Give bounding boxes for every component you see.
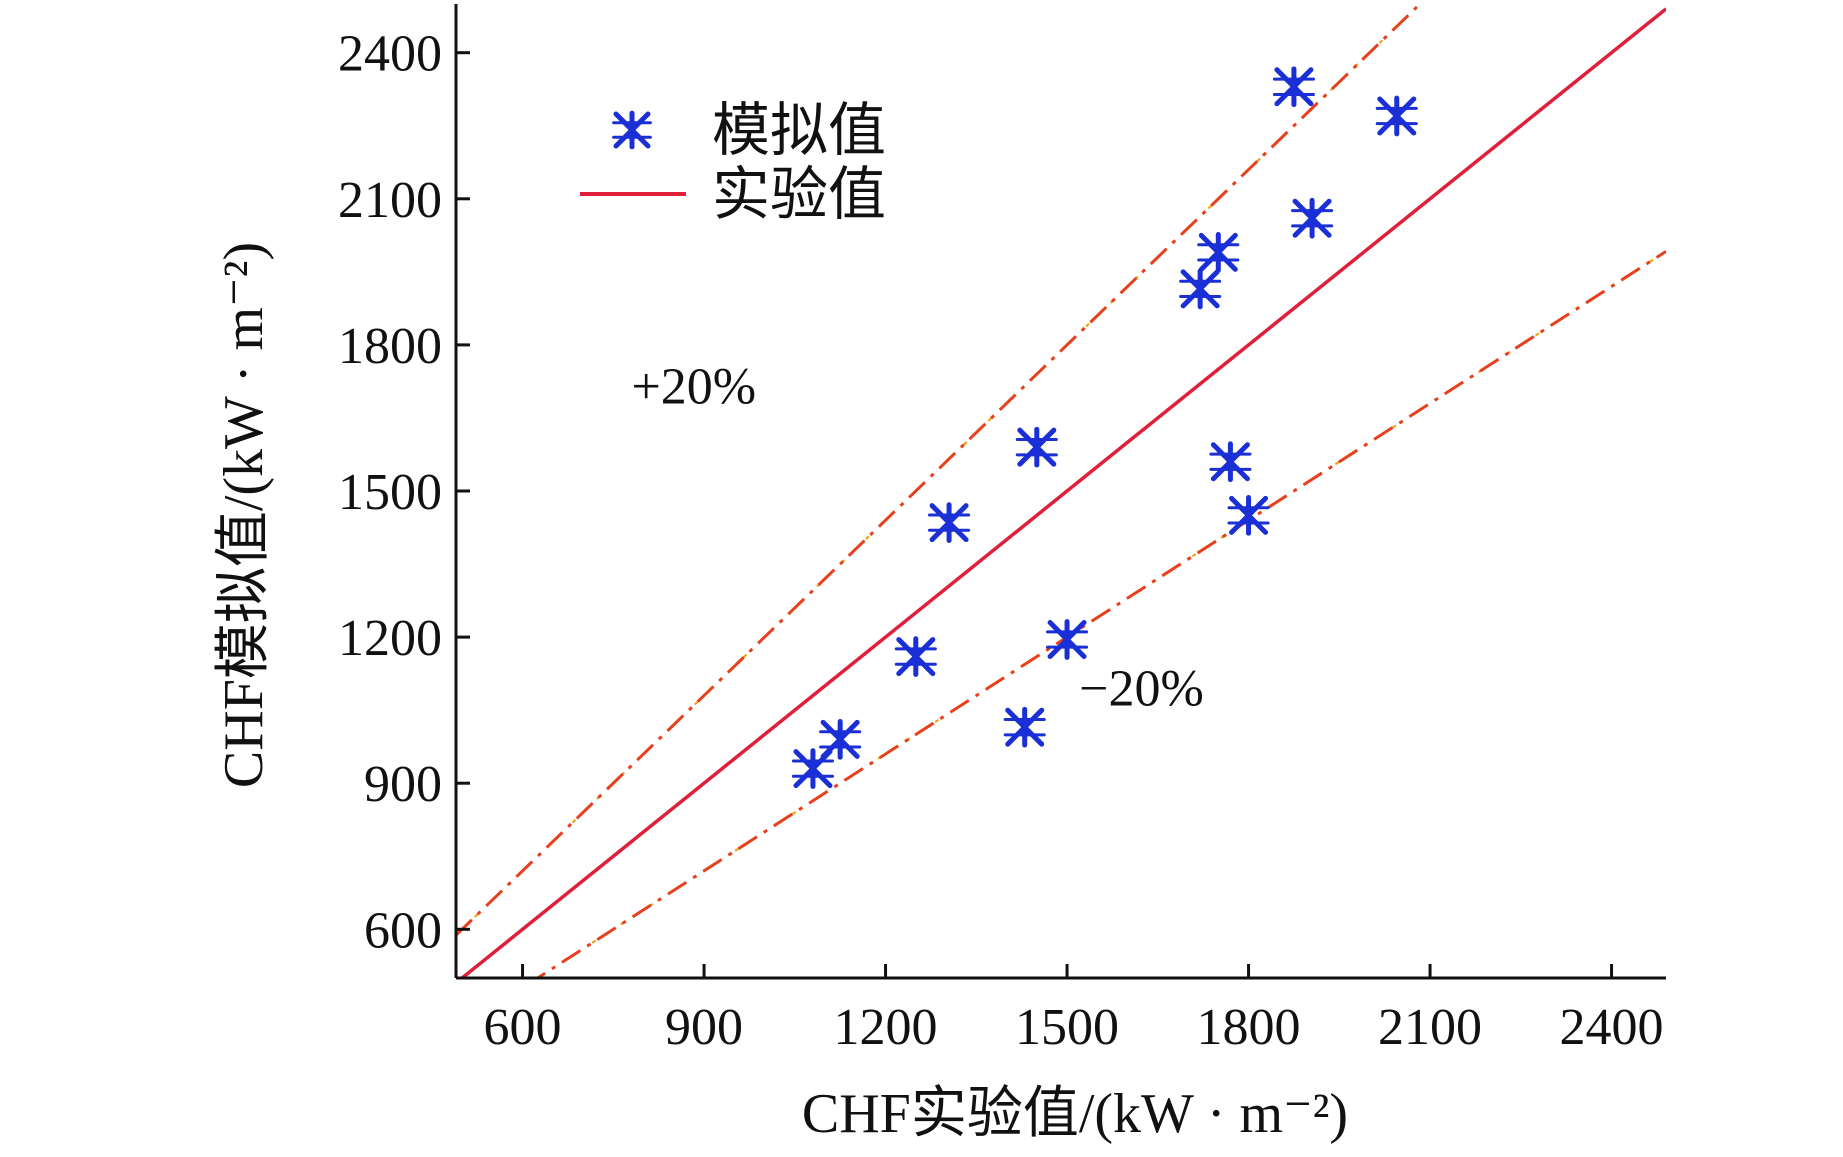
data-point: [1179, 268, 1222, 310]
y-axis-title: CHF模拟值/(kW · m⁻²): [213, 242, 275, 788]
y-tick-label: 2400: [338, 26, 442, 83]
annotation-label: +20%: [631, 358, 756, 415]
data-point: [1209, 441, 1252, 483]
x-tick-label: 1200: [834, 999, 938, 1056]
annotations: +20% −20%: [631, 358, 1203, 717]
data-point: [1003, 706, 1046, 748]
bound-line: [456, 4, 1423, 937]
bound-line: [534, 250, 1666, 978]
scatter-points: [791, 66, 1418, 789]
bound-line-accent: [456, 4, 1422, 936]
data-point: [1046, 619, 1089, 660]
axes: [454, 4, 1666, 980]
x-tick-label: 2100: [1378, 999, 1482, 1056]
data-point: [928, 502, 971, 544]
x-tick-label: 2400: [1560, 999, 1664, 1056]
x-tick-label: 600: [484, 999, 562, 1056]
y-tick-label: 1500: [338, 464, 442, 521]
y-tick-label: 1200: [338, 610, 442, 667]
data-point: [1015, 426, 1058, 468]
legend-marker-scatter: [612, 110, 652, 150]
x-axis-title: CHF实验值/(kW · m⁻²): [802, 1083, 1348, 1145]
x-tick-label: 1500: [1015, 999, 1119, 1056]
legend-label-line: 实验值: [712, 162, 886, 227]
identity-line: [459, 7, 1666, 978]
data-point: [819, 719, 862, 760]
y-tick-label: 1800: [338, 318, 442, 375]
data-point: [1227, 495, 1270, 536]
y-tick-label: 600: [364, 902, 442, 959]
data-point: [894, 636, 937, 677]
data-point: [1272, 66, 1315, 108]
legend-label-scatter: 模拟值: [712, 98, 886, 163]
reference-lines: [456, 4, 1666, 978]
data-point: [1197, 232, 1240, 273]
data-point: [1375, 95, 1418, 137]
x-tick-label: 1800: [1197, 999, 1301, 1056]
x-tick-label: 900: [665, 999, 743, 1056]
tick-labels: 600 900 1200 1500 1800 2100 2400 600 900 1200 1500…: [338, 26, 1664, 1056]
annotation-label: −20%: [1079, 660, 1204, 717]
y-tick-label: 2100: [338, 172, 442, 229]
y-tick-label: 900: [364, 756, 442, 813]
data-point: [1291, 197, 1334, 239]
